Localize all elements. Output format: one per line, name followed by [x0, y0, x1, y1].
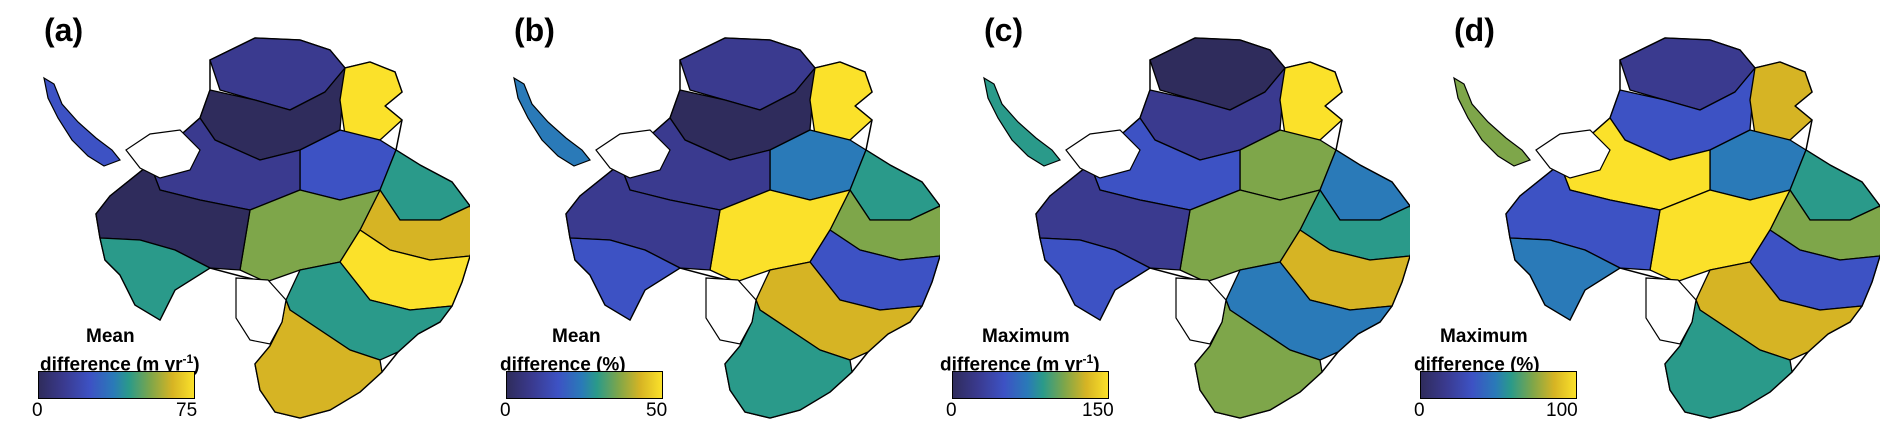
colorbar-max-label: 100	[1546, 400, 1578, 421]
ross-ice-shelf	[1065, 129, 1141, 179]
colorbar	[38, 371, 195, 399]
colorbar	[1420, 371, 1577, 399]
filchner-ronne-ice-shelf	[1175, 277, 1227, 345]
drainage-basin	[254, 299, 383, 419]
ross-ice-shelf	[1535, 129, 1611, 179]
panel-label: (d)	[1454, 12, 1495, 48]
ross-ice-shelf	[125, 129, 201, 179]
panel-c: (c) Maximum difference (m yr-1) 0 150	[940, 0, 1410, 437]
panel-d: (d) Maximum difference (%) 0 100	[1410, 0, 1880, 437]
colorbar-min-label: 0	[1414, 400, 1425, 421]
drainage-basin	[569, 237, 681, 321]
panel-label: (b)	[514, 12, 555, 48]
panel-label: (a)	[44, 12, 84, 48]
drainage-basin	[99, 237, 211, 321]
colorbar-max-label: 150	[1082, 400, 1114, 421]
antarctica-map-d	[1453, 37, 1880, 419]
colorbar-title-line1: Maximum	[982, 326, 1070, 347]
colorbar-title-line2: difference (%)	[500, 354, 626, 376]
filchner-ronne-ice-shelf	[1645, 277, 1697, 345]
antarctica-map-c	[983, 37, 1410, 419]
drainage-basin	[1749, 61, 1813, 141]
antarctic-peninsula	[1453, 76, 1531, 167]
filchner-ronne-ice-shelf	[235, 277, 287, 345]
colorbar-title-line1: Maximum	[1440, 326, 1528, 347]
drainage-basin	[1039, 237, 1151, 321]
antarctic-peninsula	[43, 76, 121, 167]
antarctica-map-b	[513, 37, 940, 419]
colorbar-max-label: 50	[646, 400, 668, 421]
filchner-ronne-ice-shelf	[705, 277, 757, 345]
colorbar-min-label: 0	[32, 400, 43, 421]
ross-ice-shelf	[595, 129, 671, 179]
colorbar-title-line1: Mean	[552, 326, 601, 347]
panel-label: (c)	[984, 12, 1024, 48]
drainage-basin	[1509, 237, 1621, 321]
antarctica-map-a	[43, 37, 470, 419]
colorbar-max-label: 75	[176, 400, 198, 421]
panel-a: (a) Mean difference (m yr-1) 0 75	[0, 0, 470, 437]
colorbar-min-label: 0	[500, 400, 511, 421]
antarctic-peninsula	[513, 76, 591, 167]
colorbar-title-line2: difference (m yr-1)	[40, 352, 200, 376]
antarctic-peninsula	[983, 76, 1061, 167]
drainage-basin	[1279, 61, 1343, 141]
colorbar	[952, 371, 1109, 399]
colorbar-title-line2: difference (m yr-1)	[940, 352, 1100, 376]
colorbar-title-line2: difference (%)	[1414, 354, 1540, 376]
colorbar-title-line1: Mean	[86, 326, 135, 347]
drainage-basin	[724, 299, 853, 419]
drainage-basin	[1194, 299, 1323, 419]
drainage-basin	[339, 61, 403, 141]
panel-b: (b) Mean difference (%) 0 50	[470, 0, 940, 437]
drainage-basin	[1664, 299, 1793, 419]
colorbar-min-label: 0	[946, 400, 957, 421]
colorbar	[506, 371, 663, 399]
drainage-basin	[809, 61, 873, 141]
